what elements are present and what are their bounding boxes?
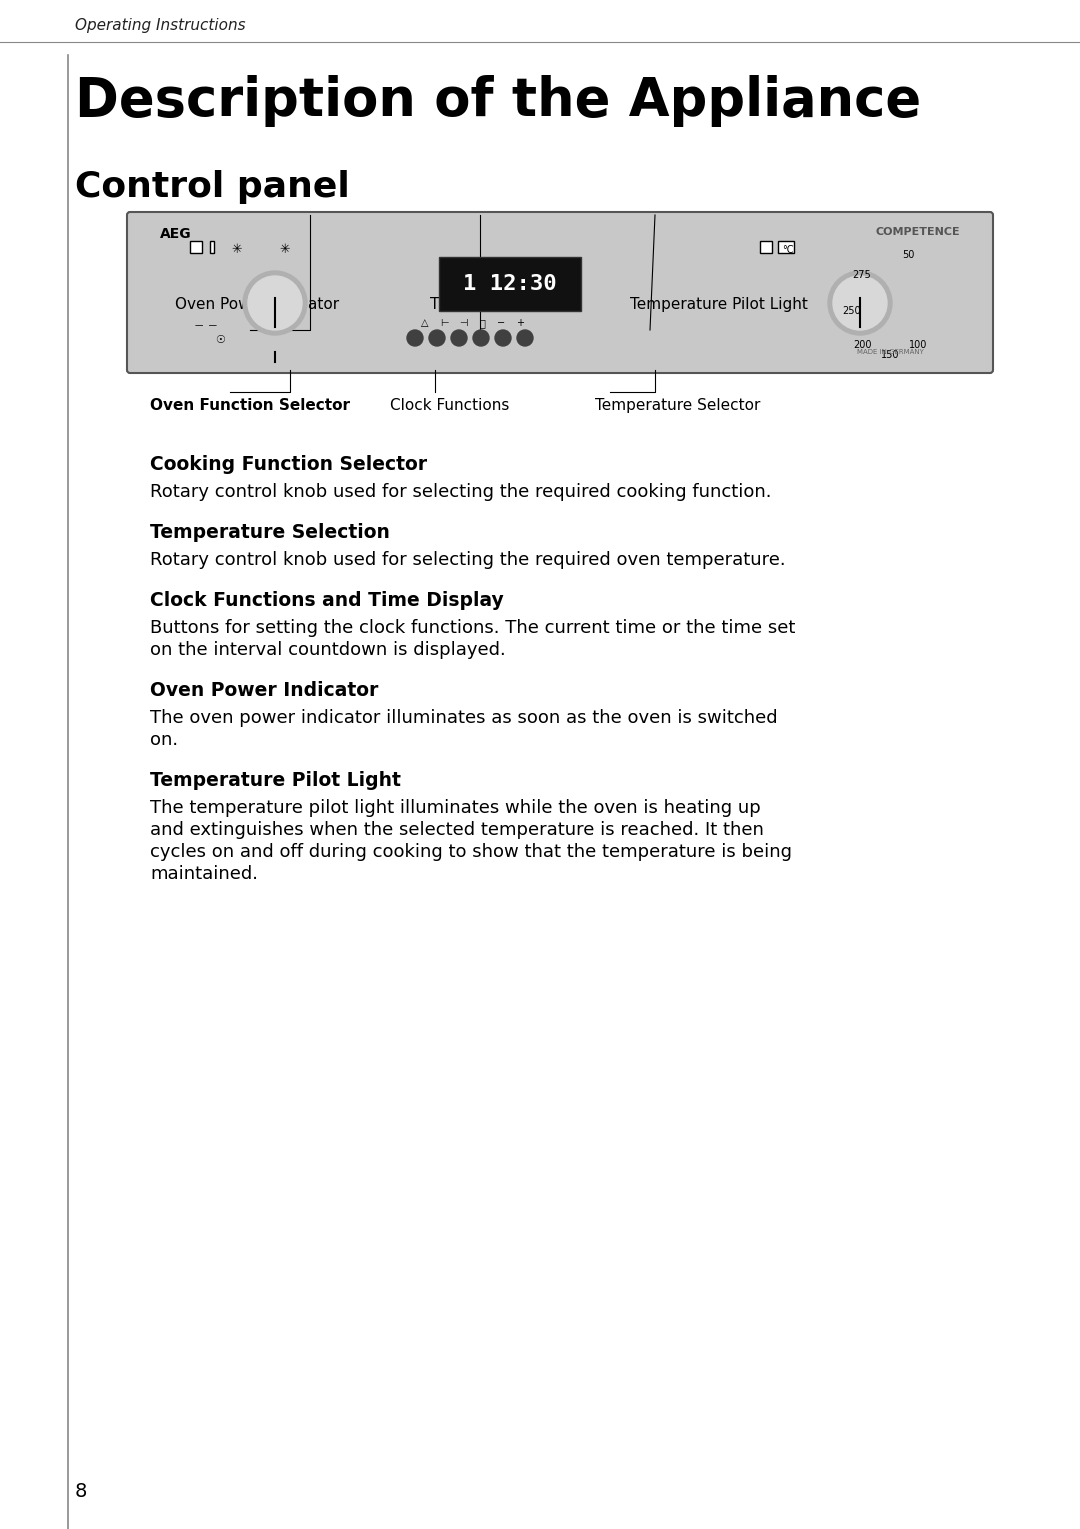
Circle shape [833, 277, 887, 330]
Text: Temperature Selector: Temperature Selector [595, 398, 760, 413]
Text: 150: 150 [881, 350, 900, 359]
Text: 250: 250 [842, 306, 862, 317]
Text: 8: 8 [75, 1482, 87, 1501]
Text: 200: 200 [853, 339, 872, 350]
Text: on.: on. [150, 731, 178, 749]
FancyBboxPatch shape [438, 257, 581, 310]
Circle shape [243, 271, 307, 335]
Text: Buttons for setting the clock functions. The current time or the time set: Buttons for setting the clock functions.… [150, 619, 795, 638]
Text: △: △ [421, 318, 429, 329]
Text: cycles on and off during cooking to show that the temperature is being: cycles on and off during cooking to show… [150, 842, 792, 861]
FancyBboxPatch shape [127, 213, 993, 373]
Bar [778, 242, 794, 252]
Text: Temperature Pilot Light: Temperature Pilot Light [630, 297, 808, 312]
Text: Rotary control knob used for selecting the required cooking function.: Rotary control knob used for selecting t… [150, 483, 771, 502]
Circle shape [407, 330, 423, 346]
Circle shape [429, 330, 445, 346]
Text: 50: 50 [902, 251, 914, 260]
Text: Operating Instructions: Operating Instructions [75, 18, 245, 34]
Circle shape [451, 330, 467, 346]
Text: 100: 100 [908, 339, 928, 350]
Text: ✳: ✳ [280, 243, 291, 255]
Circle shape [473, 330, 489, 346]
Circle shape [248, 277, 302, 330]
Text: The temperature pilot light illuminates while the oven is heating up: The temperature pilot light illuminates … [150, 800, 760, 816]
Bar [760, 242, 772, 252]
Text: Oven Function Selector: Oven Function Selector [150, 398, 350, 413]
Text: −: − [497, 318, 505, 329]
Text: Rotary control knob used for selecting the required oven temperature.: Rotary control knob used for selecting t… [150, 550, 785, 569]
Text: COMPETENCE: COMPETENCE [876, 226, 960, 237]
Text: ☉: ☉ [215, 335, 225, 346]
Text: 1 12:30: 1 12:30 [463, 274, 557, 294]
Text: +: + [516, 318, 524, 329]
Circle shape [495, 330, 511, 346]
Text: on the interval countdown is displayed.: on the interval countdown is displayed. [150, 641, 505, 659]
Text: Temperature Selection: Temperature Selection [150, 523, 390, 541]
Bar [190, 242, 202, 252]
Text: Cooking Function Selector: Cooking Function Selector [150, 456, 427, 474]
Text: 275: 275 [852, 271, 872, 280]
Text: °C: °C [782, 245, 794, 255]
Text: Oven Power Indicator: Oven Power Indicator [175, 297, 339, 312]
Text: ⌛: ⌛ [480, 318, 485, 329]
Text: ⊣: ⊣ [459, 318, 468, 329]
Text: ✳: ✳ [232, 243, 242, 255]
Text: Control panel: Control panel [75, 170, 350, 203]
Text: Temperature Pilot Light: Temperature Pilot Light [150, 771, 401, 790]
Text: AEG: AEG [160, 226, 191, 242]
Circle shape [517, 330, 534, 346]
Text: Time Display: Time Display [430, 297, 529, 312]
Bar [210, 242, 214, 252]
Text: The oven power indicator illuminates as soon as the oven is switched: The oven power indicator illuminates as … [150, 709, 778, 726]
Text: ⊢: ⊢ [440, 318, 448, 329]
Circle shape [828, 271, 892, 335]
Text: maintained.: maintained. [150, 865, 258, 884]
Text: Description of the Appliance: Description of the Appliance [75, 75, 921, 127]
Text: Oven Power Indicator: Oven Power Indicator [150, 680, 378, 700]
Text: and extinguishes when the selected temperature is reached. It then: and extinguishes when the selected tempe… [150, 821, 764, 839]
Text: MADE IN GERMANY: MADE IN GERMANY [856, 349, 923, 355]
Text: —  —: — — [195, 321, 217, 330]
Text: Clock Functions: Clock Functions [390, 398, 510, 413]
Text: Clock Functions and Time Display: Clock Functions and Time Display [150, 592, 503, 610]
